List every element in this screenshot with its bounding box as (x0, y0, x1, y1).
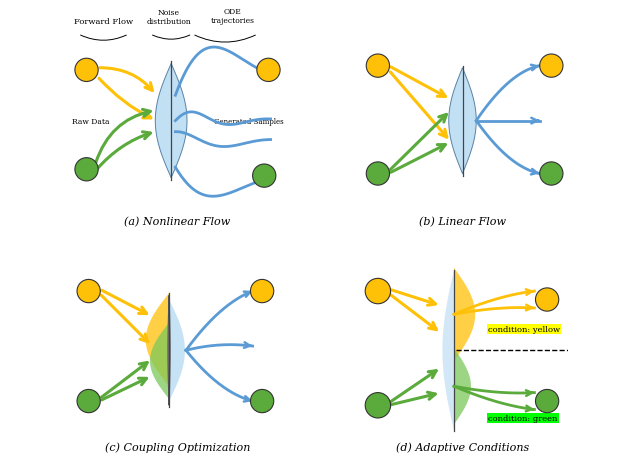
Circle shape (77, 389, 100, 413)
Polygon shape (169, 300, 185, 401)
Circle shape (75, 59, 98, 82)
Polygon shape (454, 349, 471, 425)
Circle shape (536, 389, 559, 413)
Text: condition: green: condition: green (488, 414, 557, 422)
Text: Forward Flow: Forward Flow (74, 19, 133, 26)
Circle shape (540, 163, 563, 186)
Circle shape (257, 59, 280, 82)
Polygon shape (442, 270, 454, 431)
Circle shape (250, 389, 274, 413)
Polygon shape (449, 69, 476, 174)
Text: (a) Nonlinear Flow: (a) Nonlinear Flow (124, 217, 230, 227)
Circle shape (75, 158, 98, 181)
Text: condition: yellow: condition: yellow (488, 325, 560, 333)
Text: (b) Linear Flow: (b) Linear Flow (419, 217, 506, 227)
Polygon shape (150, 323, 169, 399)
Circle shape (253, 165, 276, 188)
Text: ODE
trajectories: ODE trajectories (211, 8, 255, 25)
Circle shape (250, 280, 274, 303)
Text: Noise
distribution: Noise distribution (147, 9, 191, 26)
Circle shape (536, 288, 559, 312)
Circle shape (366, 163, 390, 186)
Polygon shape (168, 296, 170, 406)
Polygon shape (454, 268, 475, 361)
Polygon shape (156, 64, 187, 178)
Polygon shape (146, 294, 169, 387)
Circle shape (365, 393, 390, 418)
Circle shape (365, 279, 390, 304)
Circle shape (540, 55, 563, 78)
Text: (d) Adaptive Conditions: (d) Adaptive Conditions (396, 441, 529, 452)
Circle shape (77, 280, 100, 303)
Circle shape (366, 55, 390, 78)
Text: Raw Data: Raw Data (72, 118, 109, 125)
Text: (c) Coupling Optimization: (c) Coupling Optimization (105, 441, 250, 452)
Text: Generated Samples: Generated Samples (214, 118, 284, 125)
